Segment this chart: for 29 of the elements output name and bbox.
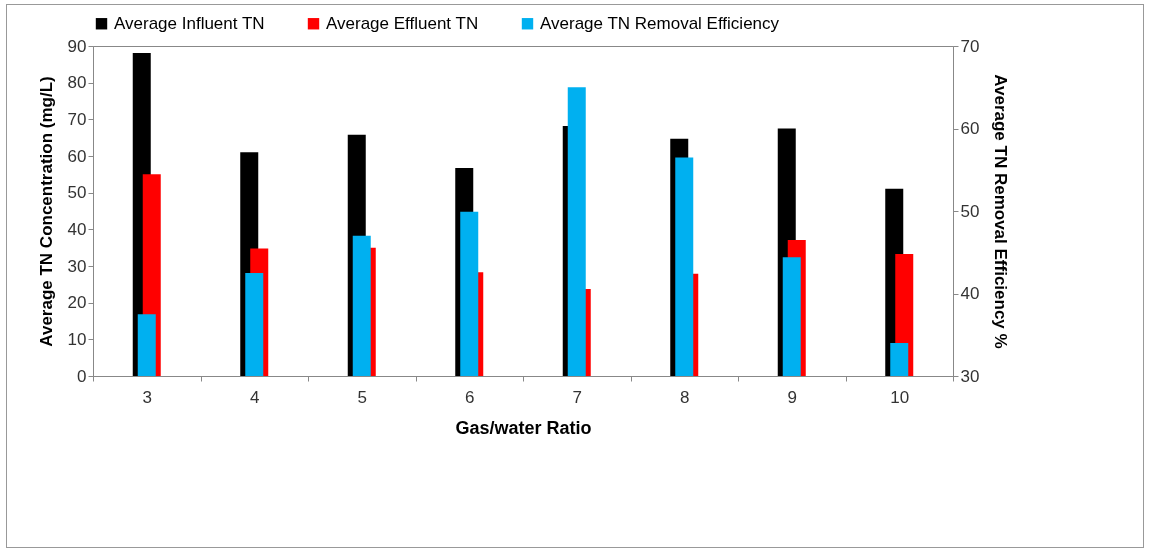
y-tick-label: 50 [67, 183, 87, 203]
x-tick-label: 10 [890, 387, 910, 407]
y-tick-label: 90 [67, 36, 87, 56]
y-tick-label: 70 [67, 109, 87, 129]
y2-tick-label: 40 [960, 284, 980, 303]
x-tick-label: 4 [250, 387, 260, 407]
x-tick-label: 5 [357, 387, 367, 407]
y-axis-title: Average TN Concentration (mg/L) [36, 76, 56, 347]
y2-tick-label: 50 [960, 201, 980, 221]
y2-axis-title: Average TN Removal Efficiency % [991, 74, 1011, 349]
y-tick-label: 40 [67, 219, 87, 239]
y-tick-label: 10 [67, 329, 87, 349]
y-tick-label: 60 [67, 146, 87, 166]
legend-label: Average Effluent TN [326, 13, 479, 33]
y2-tick-label: 70 [960, 36, 980, 56]
y-tick-label: 80 [67, 73, 87, 93]
y-tick-label: 20 [67, 293, 87, 313]
y2-tick-label: 60 [960, 119, 980, 138]
x-tick-label: 7 [572, 387, 582, 407]
x-tick-label: 3 [142, 387, 152, 407]
x-tick-label: 9 [787, 387, 797, 407]
legend-label: Average TN Removal Efficiency [540, 13, 780, 33]
x-axis-title: Gas/water Ratio [455, 417, 592, 438]
y2-tick-label: 30 [960, 366, 980, 386]
y-tick-label: 0 [77, 366, 87, 386]
y-tick-label: 30 [67, 256, 87, 276]
legend-label: Average Influent TN [114, 13, 265, 33]
x-tick-label: 6 [465, 387, 475, 407]
x-tick-label: 8 [680, 387, 690, 407]
